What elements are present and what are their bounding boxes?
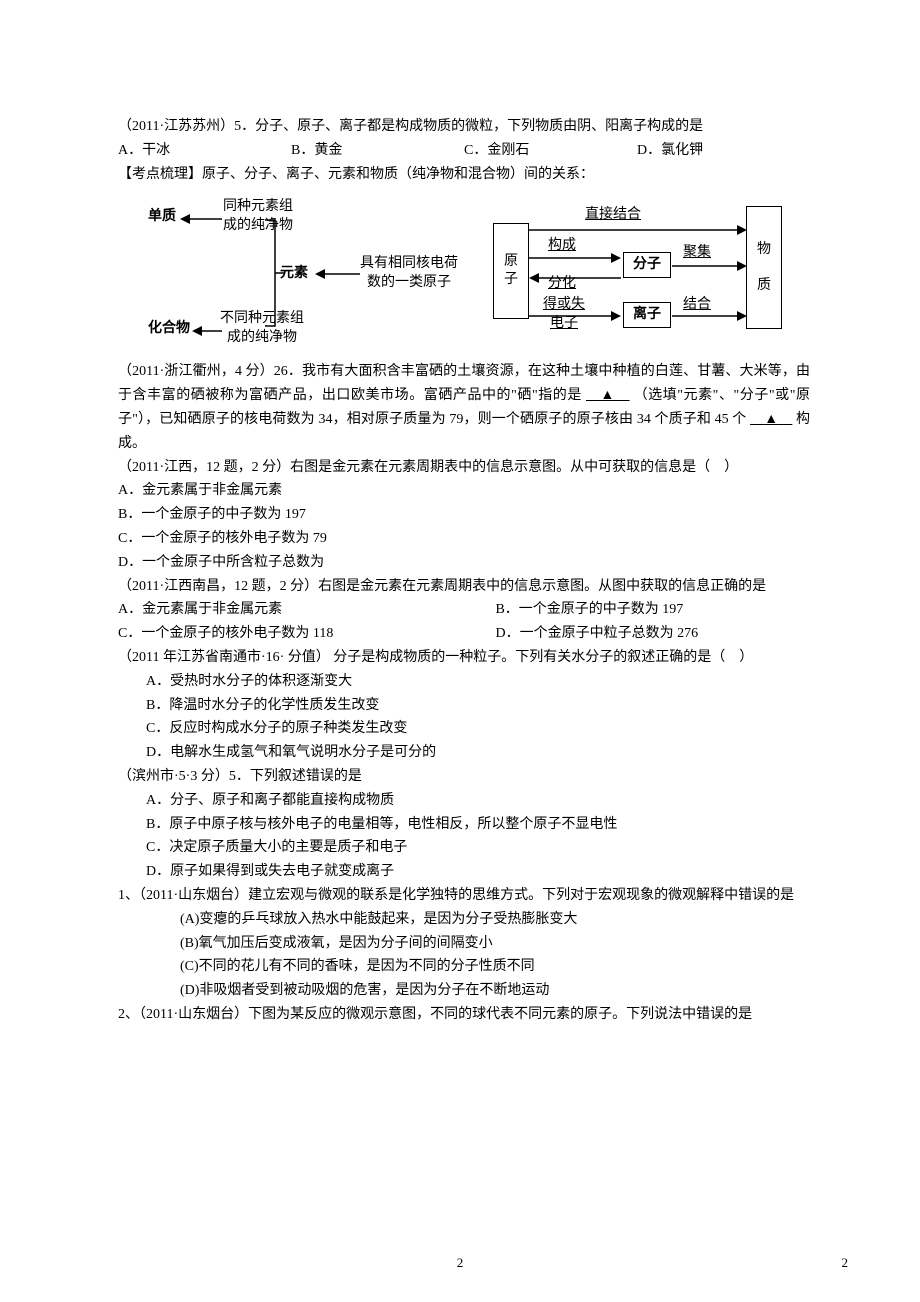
q4-opt-b: B．一个金原子的中子数为 197 bbox=[495, 598, 810, 622]
q4-opt-d: D．一个金原子中粒子总数为 276 bbox=[495, 622, 810, 646]
q7-opt-d: (D)非吸烟者受到被动吸烟的危害，是因为分子在不断地运动 bbox=[118, 979, 810, 1003]
q5-opt-d: D．电解水生成氢气和氧气说明水分子是可分的 bbox=[118, 741, 810, 765]
q5-opt-a: A．受热时水分子的体积逐渐变大 bbox=[118, 670, 810, 694]
q1-stem: （2011·江苏苏州）5．分子、原子、离子都是构成物质的微粒，下列物质由阴、阳离… bbox=[118, 115, 810, 139]
q2-blank2: ▲ bbox=[750, 412, 792, 427]
arrow-left-1 bbox=[180, 213, 222, 225]
kaodian-heading: 【考点梳理】原子、分子、离子、元素和物质（纯净物和混合物）间的关系： bbox=[118, 163, 810, 187]
diagram-danzhi: 单质 bbox=[148, 208, 176, 226]
q7-opt-b: (B)氧气加压后变成液氧，是因为分子间的间隔变小 bbox=[118, 932, 810, 956]
q7-opt-a: (A)变瘪的乒乓球放入热水中能鼓起来，是因为分子受热膨胀变大 bbox=[118, 908, 810, 932]
diagram-lizi: 离子 bbox=[623, 302, 671, 328]
q1-opt-c: C．金刚石 bbox=[464, 139, 637, 163]
q7-stem: 1、（2011·山东烟台）建立宏观与微观的联系是化学独特的思维方式。下列对于宏观… bbox=[118, 884, 810, 908]
diagram-l8: 得或失电子 bbox=[543, 296, 585, 332]
diagram-l5: 构成 bbox=[548, 237, 576, 255]
q1-opt-d: D．氯化钾 bbox=[637, 139, 810, 163]
q5-opt-b: B．降温时水分子的化学性质发生改变 bbox=[118, 694, 810, 718]
q6-opt-d: D．原子如果得到或失去电子就变成离子 bbox=[118, 860, 810, 884]
q4-stem: （2011·江西南昌，12 题，2 分）右图是金元素在元素周期表中的信息示意图。… bbox=[118, 575, 810, 599]
q8-stem: 2、（2011·山东烟台）下图为某反应的微观示意图，不同的球代表不同元素的原子。… bbox=[118, 1003, 810, 1027]
concept-diagram: 单质 化合物 元素 同种元素组成的纯净物 不同种元素组成的纯净物 具有相同核电荷… bbox=[148, 190, 840, 360]
diagram-l3: 具有相同核电荷数的一类原子 bbox=[360, 255, 458, 291]
q2-blank1: ▲ bbox=[586, 388, 630, 403]
q7-opt-c: (C)不同的花儿有不同的香味，是因为不同的分子性质不同 bbox=[118, 955, 810, 979]
q6-opt-b: B．原子中原子核与核外电子的电量相等，电性相反，所以整个原子不显电性 bbox=[118, 813, 810, 837]
q3-opt-a: A．金元素属于非金属元素 bbox=[118, 479, 810, 503]
diagram-l7: 聚集 bbox=[683, 244, 711, 262]
diagram-yuanzi-box: 原子 bbox=[493, 223, 529, 319]
footer-page-right: 2 bbox=[842, 1252, 849, 1274]
q5-stem: （2011 年江苏省南通市·16· 分值） 分子是构成物质的一种粒子。下列有关水… bbox=[118, 646, 810, 670]
diagram-huahewu: 化合物 bbox=[148, 320, 190, 338]
q3-opt-b: B．一个金原子的中子数为 197 bbox=[118, 503, 810, 527]
q4-row2: C．一个金原子的核外电子数为 118 D．一个金原子中粒子总数为 276 bbox=[118, 622, 810, 646]
q6-opt-c: C．决定原子质量大小的主要是质子和电子 bbox=[118, 836, 810, 860]
q3-stem: （2011·江西，12 题，2 分）右图是金元素在元素周期表中的信息示意图。从中… bbox=[118, 456, 810, 480]
footer-page-left: 2 bbox=[457, 1252, 464, 1274]
q3-opt-d: D．一个金原子中所含粒子总数为 bbox=[118, 551, 810, 575]
q2-stem: （2011·浙江衢州，4 分）26．我市有大面积含丰富硒的土壤资源，在这种土壤中… bbox=[118, 360, 810, 455]
arrow-yuansu bbox=[315, 268, 360, 280]
connector-left bbox=[263, 214, 285, 332]
arrow-direct bbox=[529, 224, 747, 236]
q4-opt-c: C．一个金原子的核外电子数为 118 bbox=[118, 622, 495, 646]
diagram-l9: 结合 bbox=[683, 296, 711, 314]
q1-options: A．干冰 B．黄金 C．金刚石 D．氯化钾 bbox=[118, 139, 810, 163]
q5-opt-c: C．反应时构成水分子的原子种类发生改变 bbox=[118, 717, 810, 741]
diagram-wuzhi-box: 物 质 bbox=[746, 206, 782, 329]
q4-row1: A．金元素属于非金属元素 B．一个金原子的中子数为 197 bbox=[118, 598, 810, 622]
arrow-left-2 bbox=[192, 325, 222, 337]
q6-stem: （滨州市·5·3 分）5．下列叙述错误的是 bbox=[118, 765, 810, 789]
diagram-l2: 不同种元素组成的纯净物 bbox=[220, 310, 304, 346]
q3-opt-c: C．一个金原子的核外电子数为 79 bbox=[118, 527, 810, 551]
q4-opt-a: A．金元素属于非金属元素 bbox=[118, 598, 495, 622]
q1-opt-b: B．黄金 bbox=[291, 139, 464, 163]
diagram-l4: 直接结合 bbox=[585, 206, 641, 224]
q6-opt-a: A．分子、原子和离子都能直接构成物质 bbox=[118, 789, 810, 813]
diagram-l6: 分化 bbox=[548, 275, 576, 293]
q1-opt-a: A．干冰 bbox=[118, 139, 291, 163]
diagram-fenzi: 分子 bbox=[623, 252, 671, 278]
